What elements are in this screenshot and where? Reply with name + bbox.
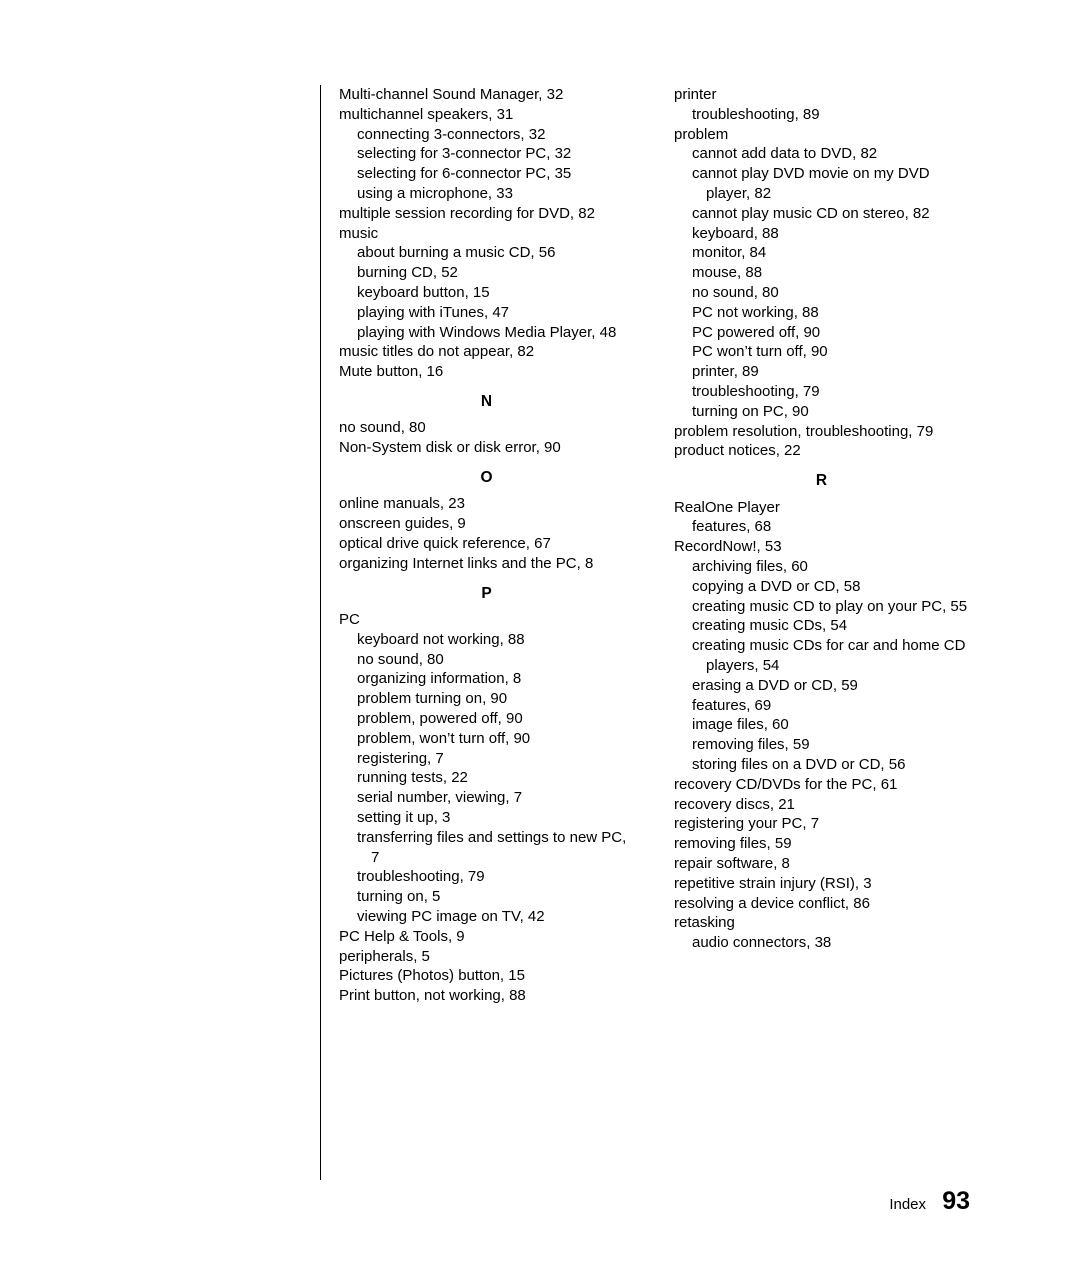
- index-entry: Multi-channel Sound Manager, 32: [339, 85, 634, 105]
- index-entry: features, 69: [692, 696, 969, 716]
- index-entry: multichannel speakers, 31: [339, 105, 634, 125]
- index-entry: organizing information, 8: [357, 669, 634, 689]
- index-entry: no sound, 80: [357, 650, 634, 670]
- index-entry: about burning a music CD, 56: [357, 243, 634, 263]
- index-entry: using a microphone, 33: [357, 184, 634, 204]
- index-entry: Print button, not working, 88: [339, 986, 634, 1006]
- index-page-content: Multi-channel Sound Manager, 32multichan…: [320, 85, 969, 1180]
- index-entry: Pictures (Photos) button, 15: [339, 966, 634, 986]
- index-entry: Mute button, 16: [339, 362, 634, 382]
- index-entry: troubleshooting, 79: [357, 867, 634, 887]
- index-entry: registering your PC, 7: [674, 814, 969, 834]
- index-entry: printer, 89: [692, 362, 969, 382]
- index-entry: monitor, 84: [692, 243, 969, 263]
- index-entry: cannot play music CD on stereo, 82: [692, 204, 969, 224]
- footer-label: Index: [889, 1196, 926, 1213]
- index-entry: viewing PC image on TV, 42: [357, 907, 634, 927]
- index-entry: troubleshooting, 89: [692, 105, 969, 125]
- index-entry: keyboard button, 15: [357, 283, 634, 303]
- index-entry: keyboard not working, 88: [357, 630, 634, 650]
- index-entry: repair software, 8: [674, 854, 969, 874]
- index-entry: Non-System disk or disk error, 90: [339, 438, 634, 458]
- index-entry: cannot add data to DVD, 82: [692, 144, 969, 164]
- index-entry: product notices, 22: [674, 441, 969, 461]
- index-entry: optical drive quick reference, 67: [339, 534, 634, 554]
- index-entry: printer: [674, 85, 969, 105]
- index-entry: archiving files, 60: [692, 557, 969, 577]
- index-entry: no sound, 80: [339, 418, 634, 438]
- index-entry: problem resolution, troubleshooting, 79: [674, 422, 969, 442]
- index-columns: Multi-channel Sound Manager, 32multichan…: [339, 85, 969, 1180]
- index-column-right: printertroubleshooting, 89problemcannot …: [674, 85, 969, 1180]
- index-entry: removing files, 59: [674, 834, 969, 854]
- index-entry: problem, won’t turn off, 90: [357, 729, 634, 749]
- index-entry: problem: [674, 125, 969, 145]
- index-entry: PC: [339, 610, 634, 630]
- index-entry: burning CD, 52: [357, 263, 634, 283]
- index-entry: recovery CD/DVDs for the PC, 61: [674, 775, 969, 795]
- index-entry: selecting for 6-connector PC, 35: [357, 164, 634, 184]
- index-entry: creating music CDs, 54: [692, 616, 969, 636]
- index-entry: features, 68: [692, 517, 969, 537]
- index-entry: resolving a device conflict, 86: [674, 894, 969, 914]
- index-entry: storing files on a DVD or CD, 56: [692, 755, 969, 775]
- index-entry: cannot play DVD movie on my DVD player, …: [692, 164, 969, 204]
- index-entry: PC Help & Tools, 9: [339, 927, 634, 947]
- index-section-heading: P: [339, 584, 634, 604]
- index-section-heading: R: [674, 471, 969, 491]
- page-footer: Index 93: [889, 1187, 970, 1216]
- vertical-divider: [320, 85, 321, 1180]
- index-entry: PC won’t turn off, 90: [692, 342, 969, 362]
- index-entry: copying a DVD or CD, 58: [692, 577, 969, 597]
- index-entry: problem, powered off, 90: [357, 709, 634, 729]
- index-entry: setting it up, 3: [357, 808, 634, 828]
- index-entry: turning on PC, 90: [692, 402, 969, 422]
- index-entry: recovery discs, 21: [674, 795, 969, 815]
- index-entry: removing files, 59: [692, 735, 969, 755]
- index-entry: music: [339, 224, 634, 244]
- index-entry: keyboard, 88: [692, 224, 969, 244]
- index-entry: running tests, 22: [357, 768, 634, 788]
- index-entry: no sound, 80: [692, 283, 969, 303]
- index-section-heading: O: [339, 468, 634, 488]
- index-column-left: Multi-channel Sound Manager, 32multichan…: [339, 85, 634, 1180]
- index-entry: problem turning on, 90: [357, 689, 634, 709]
- index-entry: connecting 3-connectors, 32: [357, 125, 634, 145]
- index-entry: PC not working, 88: [692, 303, 969, 323]
- index-entry: troubleshooting, 79: [692, 382, 969, 402]
- index-entry: creating music CD to play on your PC, 55: [692, 597, 969, 617]
- index-entry: PC powered off, 90: [692, 323, 969, 343]
- index-entry: repetitive strain injury (RSI), 3: [674, 874, 969, 894]
- index-entry: multiple session recording for DVD, 82: [339, 204, 634, 224]
- footer-page-number: 93: [942, 1187, 970, 1215]
- index-entry: erasing a DVD or CD, 59: [692, 676, 969, 696]
- index-entry: RealOne Player: [674, 498, 969, 518]
- index-entry: turning on, 5: [357, 887, 634, 907]
- index-entry: playing with Windows Media Player, 48: [357, 323, 634, 343]
- index-entry: serial number, viewing, 7: [357, 788, 634, 808]
- index-entry: online manuals, 23: [339, 494, 634, 514]
- index-entry: playing with iTunes, 47: [357, 303, 634, 323]
- index-entry: registering, 7: [357, 749, 634, 769]
- index-entry: organizing Internet links and the PC, 8: [339, 554, 634, 574]
- index-entry: mouse, 88: [692, 263, 969, 283]
- index-entry: retasking: [674, 913, 969, 933]
- index-section-heading: N: [339, 392, 634, 412]
- index-entry: peripherals, 5: [339, 947, 634, 967]
- index-entry: image files, 60: [692, 715, 969, 735]
- index-entry: music titles do not appear, 82: [339, 342, 634, 362]
- index-entry: selecting for 3-connector PC, 32: [357, 144, 634, 164]
- index-entry: creating music CDs for car and home CD p…: [692, 636, 969, 676]
- index-entry: audio connectors, 38: [692, 933, 969, 953]
- index-entry: RecordNow!, 53: [674, 537, 969, 557]
- index-entry: onscreen guides, 9: [339, 514, 634, 534]
- index-entry: transferring files and settings to new P…: [357, 828, 634, 868]
